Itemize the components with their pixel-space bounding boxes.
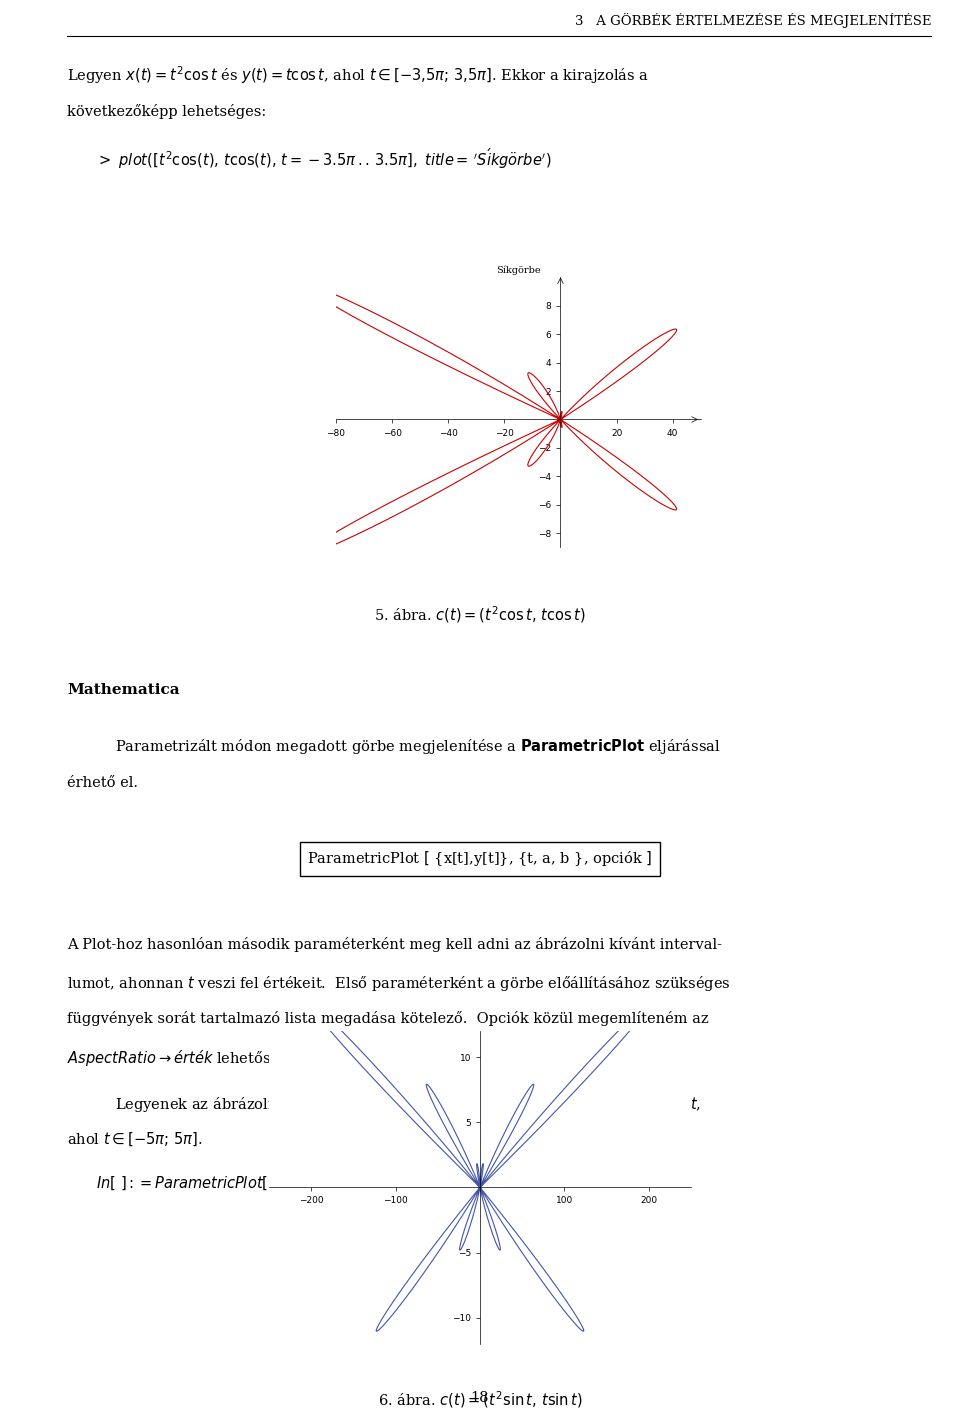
Text: 5. ábra. $c(t) = (t^2\cos t,\, t\cos t)$: 5. ábra. $c(t) = (t^2\cos t,\, t\cos t)$ bbox=[374, 604, 586, 626]
Text: $> \ plot([t^2\cos(t),\, t\cos(t),\, t = -3.5\pi\,{..}\,3.5\pi],\ title = \, \ma: $> \ plot([t^2\cos(t),\, t\cos(t),\, t =… bbox=[96, 146, 551, 171]
Text: Parametrizált módon megadott görbe megjelenítése a $\mathbf{ParametricPlot}$ elj: Parametrizált módon megadott görbe megje… bbox=[115, 737, 721, 755]
Text: 3   A GÖRBÉK ÉRTELMEZÉSE ÉS MEGJELENÍTÉSE: 3 A GÖRBÉK ÉRTELMEZÉSE ÉS MEGJELENÍTÉSE bbox=[575, 13, 931, 28]
Text: $\mathit{In[\ ] := ParametricPlot[\{t^2 Sin[t], tSin[t]\}, \{t,\, -5Pi,\, 5Pi\},: $\mathit{In[\ ] := ParametricPlot[\{t^2 … bbox=[96, 1173, 637, 1194]
Text: érhető el.: érhető el. bbox=[67, 776, 138, 791]
Text: Mathematica: Mathematica bbox=[67, 683, 180, 697]
Text: Legyen $x(t) = t^2\cos t$ és $y(t) = t\cos t$, ahol $t \in [-3{,}5\pi;\, 3{,}5\p: Legyen $x(t) = t^2\cos t$ és $y(t) = t\c… bbox=[67, 64, 649, 85]
Text: lumot, ahonnan $t$ veszi fel értékeit.  Első paraméterként a görbe előállításáho: lumot, ahonnan $t$ veszi fel értékeit. E… bbox=[67, 974, 731, 993]
Text: következőképp lehetséges:: következőképp lehetséges: bbox=[67, 104, 267, 119]
Text: $\mathit{AspectRatio} \to \mathit{érték}$ lehetőséget, mely segítségével a képar: $\mathit{AspectRatio} \to \mathit{érték}… bbox=[67, 1048, 633, 1068]
Text: 6. ábra. $c(t) = (t^2\sin t,\, t\sin t)$: 6. ábra. $c(t) = (t^2\sin t,\, t\sin t)$ bbox=[377, 1389, 583, 1411]
Text: A Plot-hoz hasonlóan második paraméterként meg kell adni az ábrázolni kívánt int: A Plot-hoz hasonlóan második paraméterké… bbox=[67, 937, 722, 953]
Title: Síkgörbe: Síkgörbe bbox=[496, 266, 540, 274]
Text: 18: 18 bbox=[470, 1391, 490, 1405]
Text: ahol $t \in [-5\pi;\, 5\pi]$.: ahol $t \in [-5\pi;\, 5\pi]$. bbox=[67, 1130, 203, 1148]
Text: ParametricPlot $[$ {x[t],y[t]}, {t, a, b }, opciók $]$: ParametricPlot $[$ {x[t],y[t]}, {t, a, b… bbox=[307, 849, 653, 869]
Text: függvények sorát tartalmazó lista megadása kötelező.  Opciók közül megemlíteném : függvények sorát tartalmazó lista megadá… bbox=[67, 1011, 708, 1027]
Text: Legyenek az ábrázolni kívánt görbénk komponensei $x(t) = t^2\sin t$ és $y(t) = t: Legyenek az ábrázolni kívánt görbénk kom… bbox=[115, 1094, 702, 1115]
